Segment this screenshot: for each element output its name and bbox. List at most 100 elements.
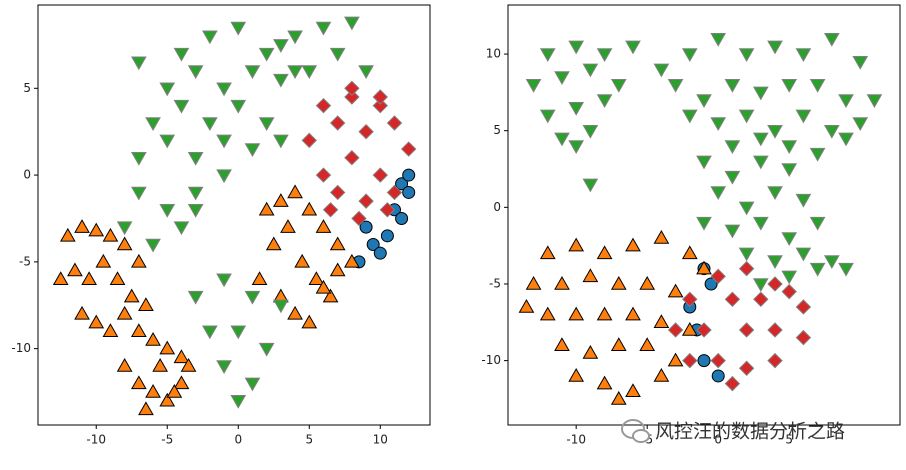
- point: [145, 384, 161, 398]
- point: [358, 193, 374, 209]
- point: [301, 132, 317, 149]
- x-tick-label: 10: [373, 433, 388, 447]
- point: [344, 16, 360, 31]
- point: [568, 237, 585, 252]
- point: [130, 56, 147, 71]
- point: [273, 193, 289, 207]
- point: [724, 78, 741, 93]
- point: [216, 134, 232, 149]
- point: [704, 277, 718, 291]
- point: [738, 247, 755, 262]
- point: [610, 78, 627, 93]
- point: [173, 349, 190, 364]
- point: [258, 117, 275, 132]
- point: [159, 134, 176, 149]
- point: [315, 21, 332, 36]
- point: [95, 253, 112, 268]
- point: [216, 360, 232, 374]
- axes-frame: [37, 4, 431, 426]
- point: [130, 323, 147, 338]
- point: [653, 367, 670, 382]
- point: [180, 357, 197, 372]
- point: [402, 185, 416, 199]
- point: [752, 132, 769, 147]
- point: [809, 216, 826, 231]
- point: [866, 94, 883, 109]
- point: [395, 211, 409, 225]
- point: [596, 306, 613, 321]
- point: [781, 78, 798, 93]
- x-tick-label: 5: [305, 433, 313, 447]
- point: [568, 140, 585, 155]
- axes: -10 -5 0 5 10 -10 -5 0 5: [11, 4, 431, 447]
- point: [372, 89, 388, 105]
- point: [582, 124, 599, 139]
- point: [724, 140, 741, 155]
- point: [639, 275, 656, 290]
- point: [809, 78, 826, 93]
- point: [265, 236, 282, 251]
- point: [809, 147, 826, 162]
- point: [344, 89, 360, 105]
- point: [329, 184, 346, 201]
- plot-area: [518, 32, 883, 405]
- point: [386, 115, 403, 131]
- point: [582, 268, 599, 283]
- point: [823, 255, 840, 269]
- point: [187, 186, 204, 201]
- point: [216, 169, 232, 184]
- point: [767, 40, 783, 55]
- point: [568, 101, 585, 116]
- point: [379, 202, 396, 218]
- point: [173, 221, 190, 236]
- point: [767, 352, 783, 369]
- point: [322, 202, 339, 218]
- point: [795, 299, 812, 315]
- point: [116, 305, 133, 320]
- point: [344, 80, 360, 97]
- point: [582, 344, 599, 359]
- point: [187, 290, 204, 305]
- watermark: 风控汪的数据分析之路: [621, 419, 845, 443]
- plot-area: [52, 16, 417, 416]
- point: [539, 48, 556, 63]
- point: [767, 322, 783, 338]
- point: [273, 73, 289, 88]
- point: [738, 322, 755, 338]
- point: [251, 271, 268, 285]
- point: [852, 55, 869, 70]
- point: [781, 163, 798, 178]
- point: [273, 134, 289, 149]
- point: [230, 99, 247, 114]
- point: [74, 305, 90, 320]
- x-tick-label: 0: [234, 433, 242, 447]
- point: [358, 123, 374, 140]
- point: [724, 224, 741, 239]
- point: [767, 124, 783, 139]
- point: [710, 268, 726, 285]
- x-tick-label: -10: [86, 433, 106, 447]
- point: [596, 94, 613, 109]
- point: [554, 275, 570, 290]
- y-tick-label: 0: [493, 200, 501, 214]
- point: [795, 329, 812, 346]
- point: [823, 32, 840, 47]
- point: [625, 306, 641, 321]
- point: [696, 216, 712, 231]
- point: [273, 299, 289, 314]
- point: [568, 40, 585, 55]
- point: [301, 65, 318, 79]
- point: [159, 340, 176, 355]
- point: [130, 186, 147, 201]
- point: [795, 247, 812, 262]
- point: [767, 276, 783, 292]
- point: [738, 48, 755, 63]
- point: [539, 306, 556, 321]
- point: [230, 21, 247, 36]
- point: [344, 253, 360, 268]
- x-tick-label: -5: [161, 433, 173, 447]
- point: [287, 65, 303, 79]
- point: [315, 167, 332, 183]
